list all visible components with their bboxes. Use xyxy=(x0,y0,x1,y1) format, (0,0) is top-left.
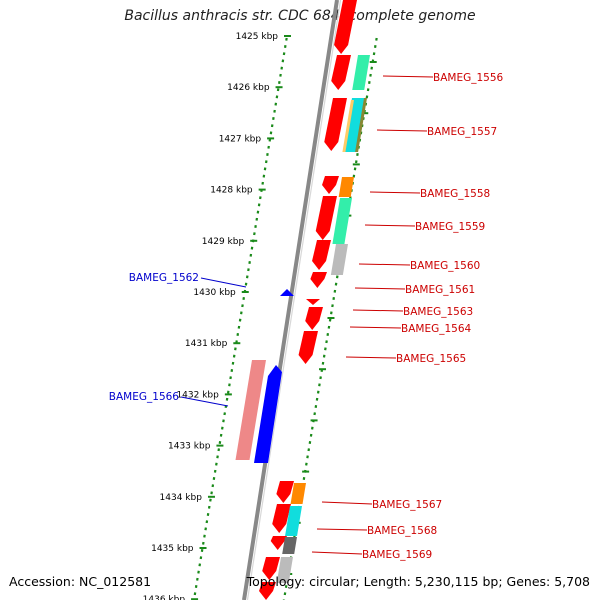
forward-gene xyxy=(259,582,276,600)
topology-text: Topology: circular; Length: 5,230,115 bp… xyxy=(246,574,590,589)
gene-label-forward: BAMEG_1565 xyxy=(396,353,466,365)
gene-label-forward: BAMEG_1556 xyxy=(433,72,504,84)
forward-gene xyxy=(272,504,291,533)
gene-label-forward: BAMEG_1569 xyxy=(362,549,432,561)
forward-gene xyxy=(322,176,339,194)
gene-label-forward: BAMEG_1561 xyxy=(405,284,475,296)
cog-block xyxy=(330,244,348,275)
gene-label-forward: BAMEG_1568 xyxy=(367,525,437,537)
forward-gene xyxy=(310,272,327,288)
gene-label-reverse: BAMEG_1562 xyxy=(129,272,199,284)
gene-connector xyxy=(180,396,229,407)
gene-features xyxy=(235,0,370,600)
forward-gene xyxy=(270,536,287,550)
gene-connector xyxy=(349,326,402,329)
gene-label-forward: BAMEG_1567 xyxy=(372,499,442,511)
kbp-label: 1425 kbp xyxy=(236,32,279,42)
gene-connector xyxy=(345,356,397,359)
reverse-gene-small xyxy=(280,289,294,296)
gene-connector xyxy=(369,191,421,194)
gene-connector xyxy=(354,287,406,290)
labels: 1425 kbp 1426 kbp 1427 kbp 1428 kbp 1429 kbp… xyxy=(109,32,504,600)
cog-block xyxy=(285,506,302,536)
cog-block xyxy=(352,55,370,90)
forward-gene xyxy=(315,196,337,240)
forward-gene xyxy=(305,307,323,330)
kbp-label: 1429 kbp xyxy=(202,237,245,247)
kbp-label: 1433 kbp xyxy=(168,442,211,452)
gene-label-forward: BAMEG_1559 xyxy=(415,221,485,233)
gene-label-forward: BAMEG_1557 xyxy=(427,126,497,138)
kbp-label: 1430 kbp xyxy=(193,288,236,298)
gene-connector xyxy=(358,263,411,266)
forward-gene xyxy=(324,98,347,151)
cog-block xyxy=(276,557,293,583)
kbp-label: 1428 kbp xyxy=(210,186,253,196)
gene-connector xyxy=(364,224,416,227)
backbone xyxy=(242,0,342,600)
forward-gene xyxy=(298,331,318,364)
kbp-label: 1435 kbp xyxy=(151,544,194,554)
gene-label-forward: BAMEG_1564 xyxy=(401,323,472,335)
gene-connector xyxy=(200,277,247,288)
map-title: Bacillus anthracis str. CDC 684, complet… xyxy=(124,8,476,24)
gene-connector xyxy=(382,75,434,78)
kbp-label: 1427 kbp xyxy=(219,134,262,144)
forward-gene xyxy=(312,240,331,270)
cog-stripe xyxy=(342,100,354,152)
backbone-highlight xyxy=(246,0,342,600)
forward-gene xyxy=(262,557,280,580)
kbp-label: 1434 kbp xyxy=(160,493,203,503)
forward-gene-small xyxy=(306,299,320,305)
kbp-label: 1426 kbp xyxy=(227,83,270,93)
cog-block-pink xyxy=(235,360,266,460)
forward-gene xyxy=(276,481,294,503)
kbp-label: 1432 kbp xyxy=(176,390,219,400)
cog-block xyxy=(290,483,306,504)
cog-block xyxy=(338,177,354,197)
backbone-line xyxy=(242,0,339,600)
gene-label-forward: BAMEG_1558 xyxy=(420,188,490,200)
forward-gene xyxy=(331,55,351,90)
gene-connector xyxy=(352,309,404,312)
accession-text: Accession: NC_012581 xyxy=(9,574,152,589)
forward-gene xyxy=(334,0,357,54)
reverse-gene-large xyxy=(254,365,282,463)
cog-block xyxy=(282,537,297,554)
gene-connector xyxy=(311,551,363,555)
gene-label-forward: BAMEG_1563 xyxy=(403,306,473,318)
cog-block xyxy=(332,198,352,244)
gene-label-reverse: BAMEG_1566 xyxy=(109,391,180,403)
gene-connector xyxy=(316,528,368,531)
gene-label-forward: BAMEG_1560 xyxy=(410,260,480,272)
kbp-label: 1431 kbp xyxy=(185,339,228,349)
gene-connector xyxy=(321,501,373,505)
cog-block xyxy=(343,98,364,152)
kbp-label: 1436 kbp xyxy=(143,595,186,600)
gene-connector xyxy=(376,129,428,132)
